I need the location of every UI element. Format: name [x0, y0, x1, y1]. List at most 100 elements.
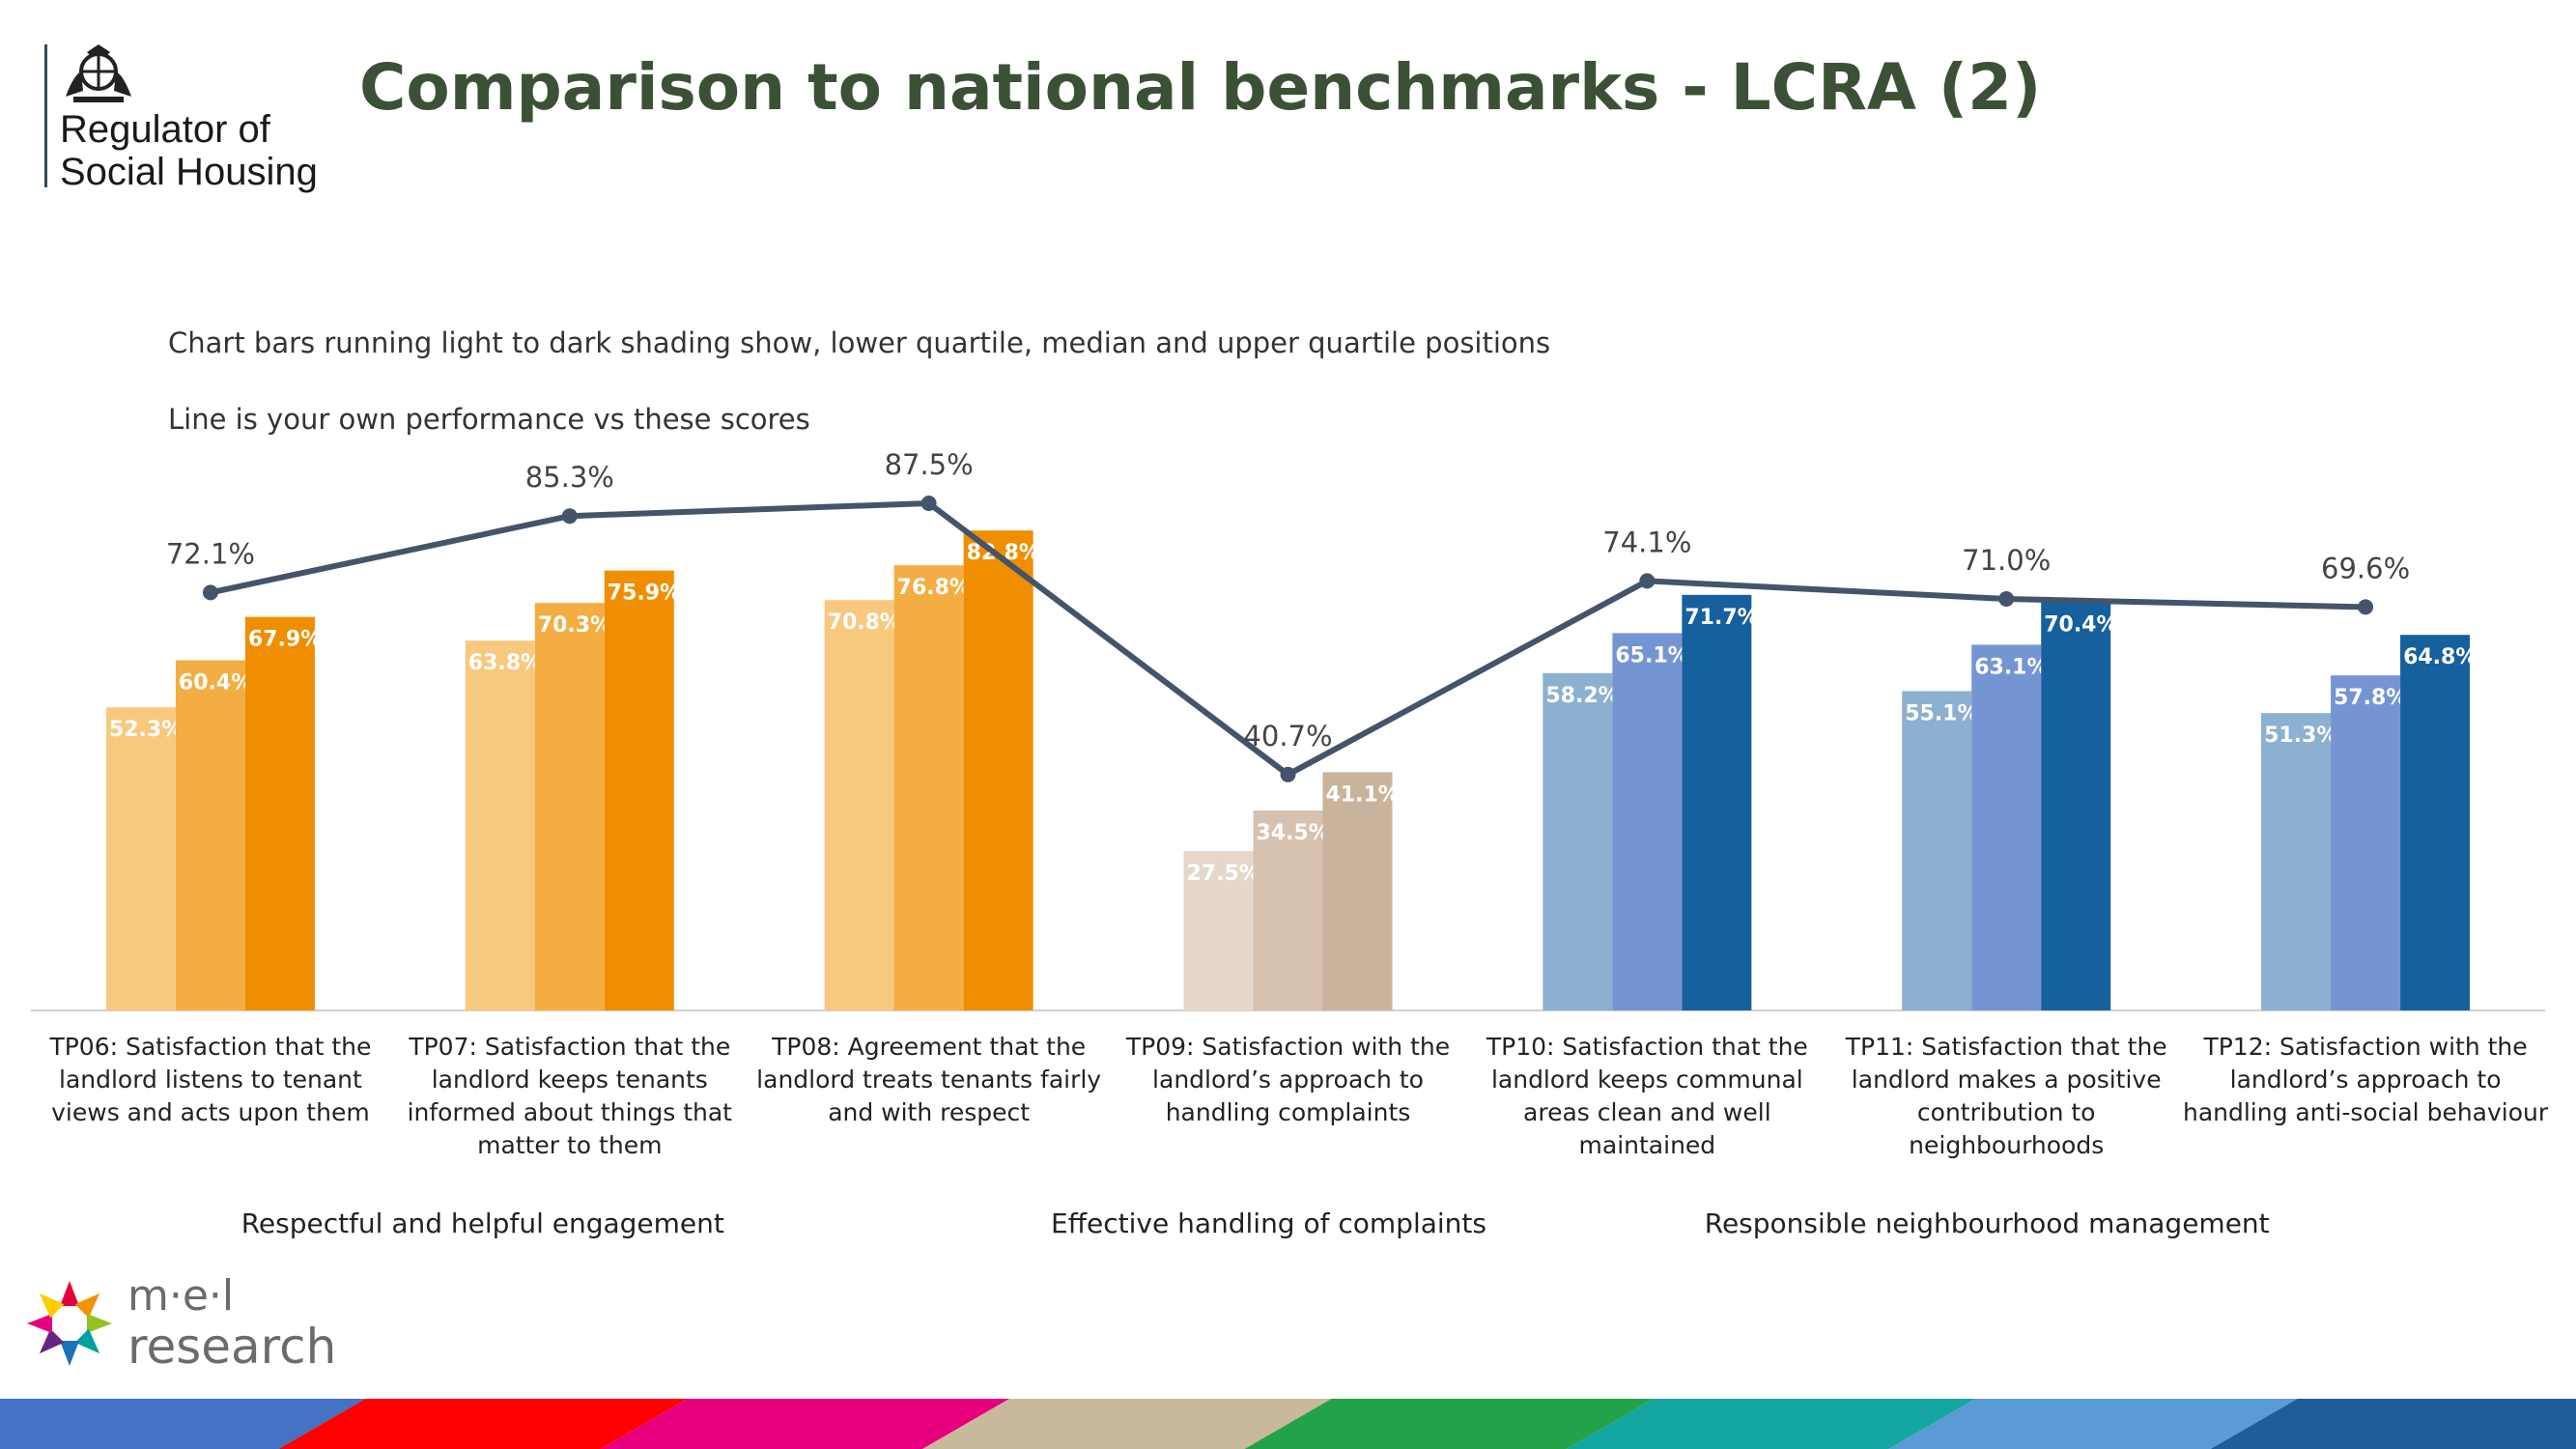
category-tick-label: landlord’s approach to: [2230, 1065, 2502, 1094]
category-tick-label: TP11: Satisfaction that the: [1845, 1033, 2167, 1061]
category-tick-label: TP06: Satisfaction that the: [48, 1033, 371, 1061]
line-point-label: 74.1%: [1602, 526, 1691, 558]
footer-band-segment: [1244, 1399, 1654, 1449]
group-label: Respectful and helpful engagement: [241, 1208, 724, 1239]
category-tick-label: landlord makes a positive: [1852, 1065, 2162, 1094]
footer-band-segment: [278, 1399, 688, 1449]
bar: [175, 660, 245, 1010]
bar-label: 55.1%: [1905, 701, 1978, 725]
footer-band-segment: [1566, 1399, 1976, 1449]
bar: [1183, 851, 1254, 1010]
bar: [824, 600, 894, 1010]
benchmark-chart: 52.3% 60.4% 67.9% TP06: Satisfaction that t…: [31, 448, 2549, 1159]
bar-label: 70.4%: [2044, 613, 2117, 638]
bar-label: 52.3%: [109, 718, 183, 742]
bar: [2400, 635, 2471, 1010]
category-tick-label: views and acts upon them: [51, 1098, 370, 1126]
category-tick-label: landlord keeps tenants: [432, 1065, 708, 1094]
bar-label: 63.1%: [1974, 655, 2048, 679]
bar-label: 75.9%: [608, 582, 681, 606]
bar-label: 71.7%: [1684, 606, 1758, 630]
category-tick-label: landlord listens to tenant: [59, 1065, 362, 1094]
bar-label: 63.8%: [468, 651, 542, 675]
chart-note-bars: Chart bars running light to dark shading…: [168, 327, 1551, 359]
bar: [1612, 633, 1683, 1010]
line-point-label: 69.6%: [2321, 552, 2410, 584]
category-tick-label: TP12: Satisfaction with the: [2202, 1033, 2527, 1061]
footer-band-segment: [1888, 1399, 2298, 1449]
line-point-label: 85.3%: [525, 461, 614, 494]
bar: [1902, 691, 1972, 1010]
line-point: [561, 508, 578, 525]
footer-band-segment: [600, 1399, 1010, 1449]
bar: [244, 616, 315, 1010]
category-tick-label: neighbourhoods: [1909, 1131, 2104, 1159]
bar-label: 64.8%: [2403, 645, 2477, 669]
line-point-label: 72.1%: [166, 537, 255, 570]
bar: [1253, 810, 1323, 1010]
bar-label: 51.3%: [2264, 724, 2337, 748]
footer-band-segment: [922, 1399, 1332, 1449]
line-point: [1998, 591, 2015, 607]
bar-label: 70.8%: [828, 611, 901, 635]
category-tick-label: handling anti-social behaviour: [2183, 1098, 2549, 1126]
line-point: [920, 496, 937, 511]
category-tick-label: landlord treats tenants fairly: [756, 1065, 1101, 1094]
category-tick-label: areas clean and well: [1523, 1098, 1771, 1126]
bar: [2041, 602, 2111, 1010]
category-tick-label: TP10: Satisfaction that the: [1486, 1033, 1808, 1061]
chart-note-line: Line is your own performance vs these sc…: [168, 403, 810, 436]
royal-crest-icon: [66, 44, 131, 102]
line-point: [1280, 766, 1296, 782]
org-name-line2: Social Housing: [60, 151, 318, 193]
bar: [1322, 772, 1393, 1010]
category-tick-label: TP09: Satisfaction with the: [1125, 1033, 1450, 1061]
bar-label: 58.2%: [1545, 684, 1619, 708]
category-tick-label: landlord keeps communal: [1491, 1065, 1803, 1094]
category-tick-label: contribution to: [1917, 1098, 2096, 1126]
line-point: [1639, 573, 1656, 589]
bar-label: 57.8%: [2334, 686, 2407, 710]
bar: [1543, 672, 1613, 1010]
bar: [1682, 594, 1752, 1010]
bar-label: 65.1%: [1615, 643, 1688, 668]
bar: [604, 570, 674, 1010]
category-tick-label: and with respect: [828, 1098, 1030, 1126]
mel-research-wordmark: m·e·l research: [127, 1271, 337, 1375]
category-tick-label: handling complaints: [1166, 1098, 1411, 1126]
bar-label: 76.8%: [897, 576, 971, 600]
bar: [1971, 644, 2042, 1010]
category-tick-label: TP08: Agreement that the: [771, 1033, 1086, 1061]
category-tick-label: landlord’s approach to: [1152, 1065, 1424, 1094]
bar-label: 70.3%: [538, 613, 611, 638]
bar: [2331, 675, 2401, 1010]
footer-color-band: [0, 1399, 2576, 1449]
bar-label: 60.4%: [179, 671, 252, 696]
page-title: Comparison to national benchmarks - LCRA…: [359, 50, 2042, 125]
line-point-label: 40.7%: [1243, 720, 1332, 753]
bar-label: 34.5%: [1257, 821, 1330, 845]
footer-band-segment: [0, 1399, 366, 1449]
mel-wordmark-line2: research: [127, 1319, 337, 1375]
group-label: Effective handling of complaints: [1051, 1208, 1486, 1239]
line-point-label: 87.5%: [885, 448, 974, 481]
line-point: [202, 584, 218, 601]
bar-label: 27.5%: [1187, 862, 1260, 886]
mel-research-logo-icon: [27, 1281, 112, 1366]
line-point-label: 71.0%: [1962, 544, 2051, 577]
org-name-line1: Regulator of: [60, 108, 270, 151]
org-name: Regulator of Social Housing: [60, 108, 318, 193]
bar: [105, 707, 176, 1010]
header-divider: [44, 44, 47, 187]
bar: [534, 603, 605, 1010]
mel-wordmark-line1: m·e·l: [127, 1271, 235, 1321]
category-tick-label: maintained: [1579, 1131, 1716, 1159]
group-label: Responsible neighbourhood management: [1704, 1208, 2270, 1239]
bar: [465, 640, 535, 1010]
footer-band-segment: [2210, 1399, 2576, 1449]
bar: [893, 565, 964, 1010]
bar-label: 41.1%: [1326, 782, 1400, 807]
category-tick-label: matter to them: [477, 1131, 662, 1159]
bar: [963, 530, 1033, 1010]
category-tick-label: TP07: Satisfaction that the: [408, 1033, 730, 1061]
